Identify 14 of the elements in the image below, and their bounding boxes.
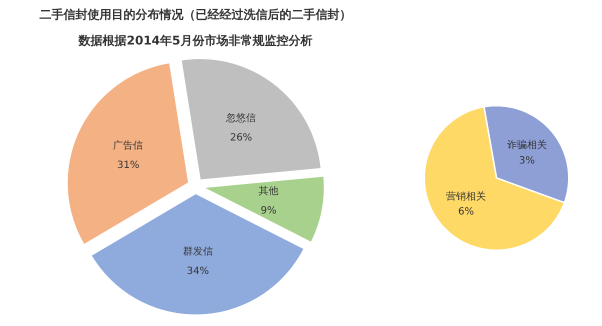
data-label: 3% <box>519 156 535 167</box>
data-label: 6% <box>458 206 474 218</box>
slice-label: 广告信 <box>113 139 144 152</box>
slice-label: 营销相关 <box>446 190 486 202</box>
slice-label: 其他 <box>258 184 279 197</box>
slice-label: 诈骗相关 <box>506 139 547 152</box>
data-label: 9% <box>260 205 276 216</box>
chart-subtitle: 数据根据2014年5月份市场非常规监控分析 <box>78 34 312 48</box>
data-label: 34% <box>186 266 209 277</box>
slice-label: 忽悠信 <box>225 112 256 124</box>
slice-label: 群发信 <box>182 245 213 258</box>
chart-title: 二手信封使用目的分布情况（已经经过洗信后的二手信封） <box>40 8 352 22</box>
data-label: 26% <box>230 132 252 144</box>
data-label: 31% <box>117 160 140 171</box>
